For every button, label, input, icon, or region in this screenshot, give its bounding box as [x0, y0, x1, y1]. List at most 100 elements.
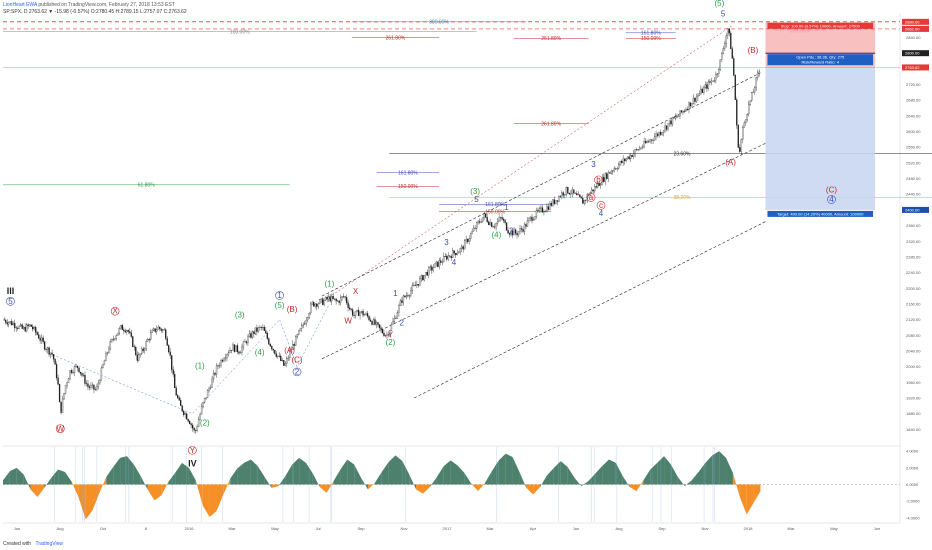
oscillator-area [188, 467, 196, 485]
candle-body [565, 186, 568, 195]
candle-body [505, 222, 508, 231]
candle-body [529, 216, 532, 219]
candle-body [556, 200, 559, 202]
candle-body [290, 349, 292, 352]
price-tick-label: 2560.00 [906, 145, 921, 150]
oscillator-area [650, 462, 658, 485]
candle-body [564, 194, 566, 196]
candle-body [323, 300, 325, 305]
candle-body [272, 348, 274, 351]
wave-label: a [589, 193, 594, 202]
candle-body [348, 307, 351, 310]
candle-body [525, 224, 527, 227]
price-tick-label: 1960.00 [906, 380, 921, 385]
candle-body [579, 194, 581, 197]
candle-body [484, 213, 487, 218]
candle-body [447, 255, 449, 260]
oscillator-area [567, 467, 575, 485]
candle-body [749, 100, 751, 105]
price-tick-label: 2680.00 [906, 98, 921, 103]
candle-body [707, 81, 710, 89]
candle-body [547, 206, 550, 210]
wave-label: 4 [829, 195, 834, 204]
oscillator-area [195, 480, 203, 506]
author-name[interactable]: LionHeart EWA [3, 2, 37, 8]
price-tick-label: 1920.00 [906, 395, 921, 400]
wave-label: (5) [275, 301, 285, 310]
fib-label: 300.00% [429, 20, 449, 26]
symbol-ohlc-line: SP:SPX, D 2763.62 ▼ -15.98 (-0.57%) O:27… [3, 9, 187, 15]
candle-body [87, 383, 89, 387]
candle-body [461, 246, 463, 249]
candle-body [214, 372, 216, 375]
candle-body [29, 324, 31, 327]
candle-body [76, 365, 79, 368]
candle-body [558, 196, 560, 202]
candle-body [205, 397, 207, 399]
price-tick-label: 2080.00 [906, 333, 921, 338]
time-tick-label: Mar [487, 526, 495, 531]
candle-body [627, 156, 629, 159]
candle-body [517, 231, 520, 236]
candle-body [746, 114, 748, 120]
oscillator-area [347, 459, 355, 485]
candle-body [335, 298, 337, 302]
oscillator-area [602, 459, 609, 485]
time-tick-label: 2018 [744, 526, 754, 531]
candle-body [351, 309, 354, 316]
candle-body [365, 313, 367, 315]
candle-body [698, 93, 701, 96]
candle-body [9, 321, 11, 323]
candle-body [462, 246, 464, 250]
candle-body [392, 321, 394, 325]
candle-body [453, 250, 455, 254]
time-tick-label: Mar [229, 526, 237, 531]
wave-label: 1 [504, 203, 509, 212]
candle-body [650, 139, 653, 141]
wave-label: 4 [452, 258, 457, 267]
candle-body [739, 147, 741, 152]
wave-label: Y [388, 330, 394, 339]
candle-body [715, 74, 717, 81]
candle-body [123, 329, 125, 332]
oscillator-area [526, 484, 534, 495]
wave-label: W [57, 424, 65, 433]
candle-body [366, 313, 369, 317]
candle-body [220, 359, 222, 366]
time-tick-label: 2017 [443, 526, 453, 531]
candle-body [266, 333, 269, 339]
wave-circle [275, 291, 284, 300]
oscillator-area [175, 462, 183, 485]
oscillator-area [712, 451, 720, 485]
candle-body [57, 377, 59, 385]
oscillator-area [608, 459, 616, 485]
candle-body [496, 220, 499, 224]
wave-label: (A) [284, 346, 295, 355]
candle-body [317, 303, 319, 307]
time-tick-label: Oct [100, 526, 107, 531]
candle-body [239, 352, 242, 354]
candle-body [396, 312, 399, 319]
tradingview-logo-text[interactable]: TradingView [35, 541, 63, 547]
candle-body [422, 275, 424, 281]
candle-body [661, 132, 663, 135]
candle-body [181, 405, 183, 412]
candle-body [307, 317, 309, 321]
candle-body [540, 207, 542, 209]
oscillator-area [319, 484, 327, 493]
candle-body [594, 186, 596, 192]
candle-body [583, 200, 585, 204]
candle-body [628, 156, 630, 160]
candle-body [622, 158, 624, 163]
candle-body [467, 238, 469, 242]
oscillator-area [491, 460, 499, 485]
wave-label: Y [190, 446, 196, 455]
candle-body [713, 80, 716, 82]
oscillator-area [739, 484, 747, 515]
wave-circle [594, 175, 603, 185]
oscillator-area [202, 484, 210, 517]
price-tag-label: 2763.62 [905, 65, 920, 70]
candle-body [613, 168, 615, 172]
oscillator-area [615, 462, 623, 485]
